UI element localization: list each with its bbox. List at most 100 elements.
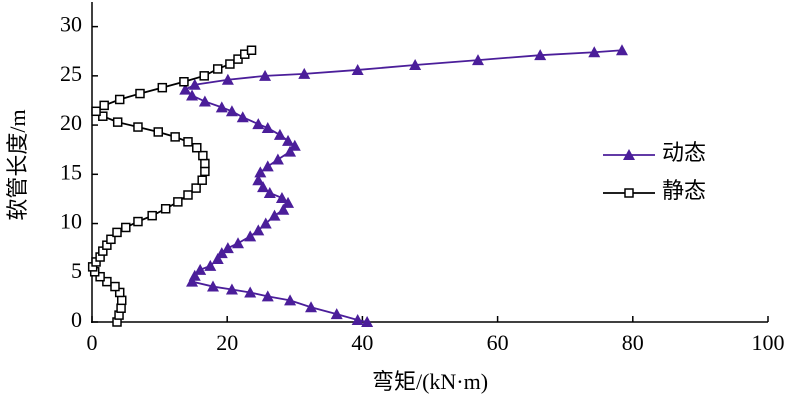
data-point <box>534 49 547 61</box>
data-point <box>233 54 243 64</box>
data-point <box>102 276 112 287</box>
legend-label: 静态 <box>662 178 706 203</box>
data-point <box>409 59 422 71</box>
x-tick-label: 100 <box>752 330 785 355</box>
data-point <box>200 166 210 177</box>
data-point <box>275 191 288 203</box>
data-point <box>212 64 223 74</box>
y-tick-label: 0 <box>71 307 82 332</box>
data-point <box>225 59 235 69</box>
data-point <box>268 209 281 221</box>
data-point <box>351 63 364 75</box>
data-point <box>133 216 143 227</box>
data-point <box>157 82 168 93</box>
data-point <box>133 122 143 132</box>
data-point <box>211 252 224 264</box>
data-point <box>147 210 157 221</box>
data-point <box>183 190 193 200</box>
y-axis-label: 软管长度/m <box>5 109 30 220</box>
data-point <box>116 295 127 306</box>
data-point <box>194 263 207 275</box>
data-point <box>112 117 123 127</box>
data-point <box>121 222 131 233</box>
data-point <box>361 316 374 327</box>
data-point <box>198 95 211 107</box>
data-point <box>588 46 601 58</box>
data-point <box>259 217 272 229</box>
legend-label: 动态 <box>662 140 706 165</box>
data-point <box>615 44 628 56</box>
data-point <box>246 45 257 55</box>
y-tick-label: 30 <box>60 12 82 37</box>
legend-marker <box>623 149 635 160</box>
data-point <box>114 94 125 105</box>
x-axis-label: 弯矩/(kN·m) <box>372 369 488 394</box>
data-point <box>277 203 290 215</box>
data-point <box>98 111 108 121</box>
data-point <box>179 83 192 95</box>
data-point <box>99 100 109 111</box>
data-point <box>298 67 311 79</box>
data-point <box>110 281 120 292</box>
data-point <box>225 283 238 295</box>
x-tick-label: 60 <box>487 330 509 355</box>
data-point <box>198 150 208 161</box>
data-point <box>135 88 145 99</box>
data-point <box>254 166 267 178</box>
data-point <box>179 77 189 87</box>
data-point <box>284 294 297 306</box>
data-point <box>186 275 199 287</box>
data-point <box>244 286 257 298</box>
data-point <box>282 196 295 208</box>
data-point <box>252 118 265 130</box>
data-point <box>197 175 207 185</box>
data-point <box>91 106 101 117</box>
data-point <box>95 271 105 282</box>
data-point <box>112 227 122 238</box>
data-point <box>186 89 199 101</box>
data-point <box>305 301 318 313</box>
y-tick-label: 25 <box>60 61 82 86</box>
legend-marker <box>624 188 634 198</box>
data-point <box>170 132 180 142</box>
data-point <box>471 54 484 66</box>
data-point <box>252 174 265 186</box>
data-point <box>173 197 183 207</box>
data-point <box>236 111 249 123</box>
data-point <box>188 78 201 90</box>
data-point <box>192 142 202 153</box>
data-point <box>271 153 284 165</box>
data-point <box>221 73 234 85</box>
data-point <box>351 314 364 326</box>
data-point <box>257 181 270 193</box>
series-line <box>91 49 252 323</box>
data-point <box>183 137 193 147</box>
data-point <box>188 269 201 281</box>
data-point <box>284 145 297 157</box>
data-point <box>200 158 210 169</box>
x-tick-label: 40 <box>351 330 373 355</box>
data-point <box>215 101 228 113</box>
data-point <box>282 134 295 146</box>
data-point <box>244 230 257 242</box>
data-point <box>252 224 265 236</box>
data-point <box>160 204 171 214</box>
data-point <box>232 237 245 249</box>
data-point <box>259 69 272 81</box>
data-point <box>116 303 126 313</box>
data-point <box>204 259 217 271</box>
data-point <box>330 308 343 320</box>
data-point <box>215 247 228 259</box>
data-point <box>225 105 238 117</box>
x-tick-label: 0 <box>87 330 98 355</box>
data-point <box>261 290 274 302</box>
y-tick-label: 5 <box>71 258 82 283</box>
data-point <box>191 183 201 193</box>
data-point <box>261 122 274 134</box>
data-point <box>207 280 220 292</box>
data-point <box>199 71 209 81</box>
data-point <box>273 128 286 140</box>
x-tick-label: 20 <box>216 330 238 355</box>
data-point <box>221 242 234 254</box>
